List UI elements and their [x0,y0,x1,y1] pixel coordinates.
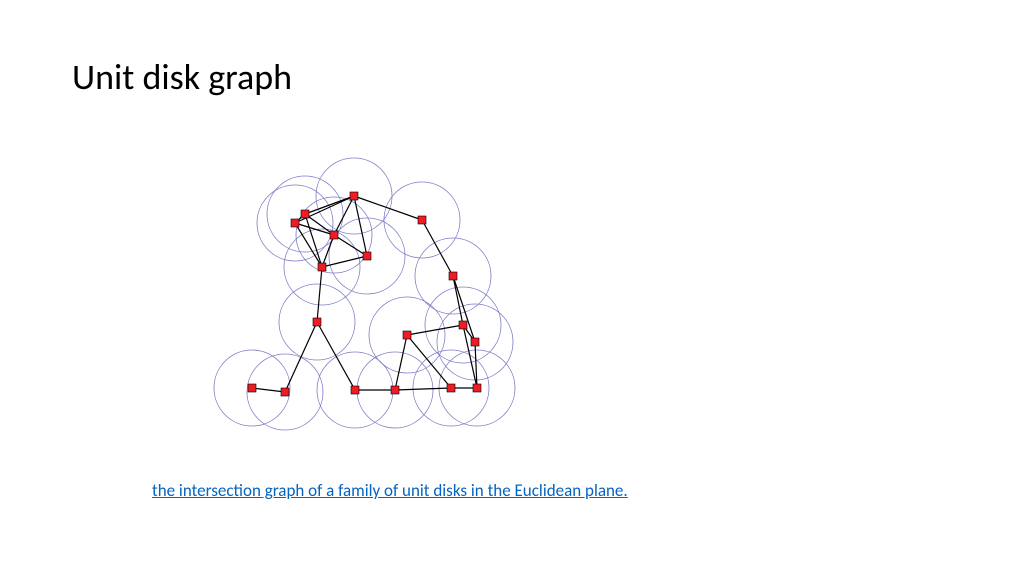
node [363,252,371,260]
node [330,231,338,239]
node [351,386,359,394]
edge [305,214,334,235]
node [291,219,299,227]
unit-disk-diagram [215,160,525,440]
edge [395,388,451,390]
edge [407,325,463,335]
edge [422,220,453,276]
node [418,216,426,224]
edge [334,235,367,256]
node [301,210,309,218]
edge [317,322,355,390]
edge [395,335,407,390]
node [471,338,479,346]
node [449,272,457,280]
node [403,331,411,339]
node [350,192,358,200]
edge [295,196,354,223]
edge [322,235,334,267]
node [313,318,321,326]
node [281,388,289,396]
node [248,384,256,392]
node [391,386,399,394]
edge [354,196,367,256]
node [459,321,467,329]
edge [317,267,322,322]
node [473,384,481,392]
edge [354,196,422,220]
page-title: Unit disk graph [72,55,292,99]
caption-link[interactable]: the intersection graph of a family of un… [152,480,628,501]
node [318,263,326,271]
node [447,384,455,392]
edge [285,322,317,392]
edge [252,388,285,392]
